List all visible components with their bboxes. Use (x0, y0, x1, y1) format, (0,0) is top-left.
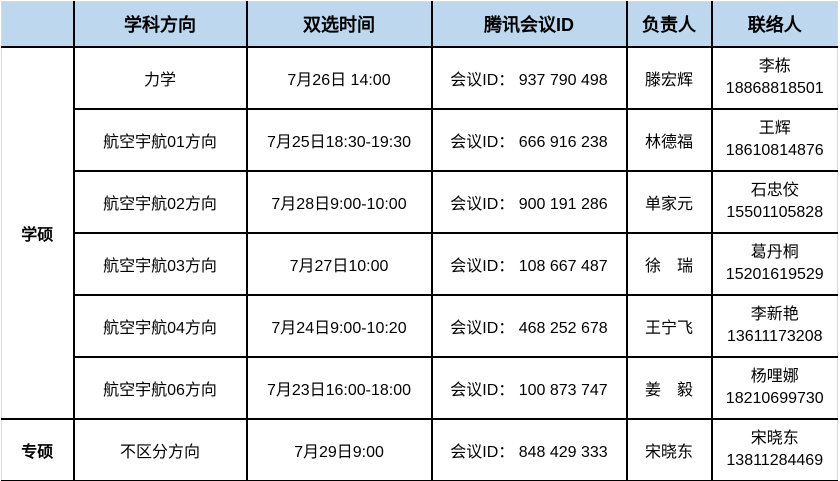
table-row: 航空宇航03方向 7月27日10:00 会议ID： 108 667 487 徐 … (2, 232, 838, 296)
category-cell-academic: 学硕 (1, 46, 75, 420)
lead-cell: 姜 毅 (625, 356, 713, 420)
direction-cell: 不区分方向 (72, 418, 248, 481)
time-cell: 7月23日16:00-18:00 (245, 356, 433, 420)
time-cell: 7月25日18:30-19:30 (245, 108, 433, 172)
contact-phone: 18610814876 (725, 142, 824, 159)
direction-cell: 力学 (72, 46, 248, 110)
meeting-id-cell: 会议ID： 468 252 678 (430, 294, 628, 358)
contact-cell: 石忠佼 15501105828 (710, 170, 838, 234)
meeting-id-cell: 会议ID： 937 790 498 (430, 46, 628, 110)
header-time: 双选时间 (245, 1, 433, 48)
time-cell: 7月26日 14:00 (245, 46, 433, 110)
contact-name: 葛丹桐 (750, 244, 799, 261)
contact-cell: 宋晓东 13811284469 (710, 418, 838, 481)
contact-cell: 杨哩娜 18210699730 (710, 356, 838, 420)
header-lead: 负责人 (625, 1, 713, 48)
contact-phone: 15201619529 (725, 266, 824, 283)
contact-name: 杨哩娜 (750, 368, 799, 385)
time-cell: 7月28日9:00-10:00 (245, 170, 433, 234)
contact-name: 李新艳 (750, 306, 799, 323)
contact-cell: 王辉 18610814876 (710, 108, 838, 172)
contact-cell: 李新艳 13611173208 (710, 294, 838, 358)
meeting-id-cell: 会议ID： 108 667 487 (430, 232, 628, 296)
contact-name: 宋晓东 (750, 430, 799, 447)
contact-phone: 13811284469 (726, 452, 824, 469)
contact-name: 李栋 (758, 58, 791, 75)
direction-cell: 航空宇航01方向 (72, 108, 248, 172)
contact-phone: 18868818501 (725, 80, 824, 97)
lead-cell: 林德福 (625, 108, 713, 172)
meeting-id-cell: 会议ID： 848 429 333 (430, 418, 628, 481)
time-cell: 7月29日9:00 (245, 418, 433, 481)
table-row: 航空宇航06方向 7月23日16:00-18:00 会议ID： 100 873 … (2, 356, 838, 420)
direction-cell: 航空宇航02方向 (72, 170, 248, 234)
meeting-id-cell: 会议ID： 666 916 238 (430, 108, 628, 172)
lead-cell: 单家元 (625, 170, 713, 234)
contact-name: 石忠佼 (750, 182, 799, 199)
table-row: 航空宇航01方向 7月25日18:30-19:30 会议ID： 666 916 … (2, 108, 838, 172)
meeting-id-cell: 会议ID： 100 873 747 (430, 356, 628, 420)
table-row: 航空宇航04方向 7月24日9:00-10:20 会议ID： 468 252 6… (2, 294, 838, 358)
contact-name: 王辉 (758, 120, 791, 137)
header-meeting-id: 腾讯会议ID (430, 1, 628, 48)
contact-phone: 13611173208 (726, 328, 823, 345)
header-row: 学科方向 双选时间 腾讯会议ID 负责人 联络人 (1, 1, 838, 48)
lead-cell: 宋晓东 (625, 418, 713, 481)
time-cell: 7月24日9:00-10:20 (245, 294, 433, 358)
meeting-id-cell: 会议ID： 900 191 286 (430, 170, 628, 234)
contact-cell: 葛丹桐 15201619529 (710, 232, 838, 296)
category-cell-professional: 专硕 (1, 418, 75, 481)
table-row: 专硕 不区分方向 7月29日9:00 会议ID： 848 429 333 宋晓东… (1, 418, 838, 481)
header-category (1, 1, 75, 48)
table-row: 学硕 力学 7月26日 14:00 会议ID： 937 790 498 滕宏辉 … (1, 46, 838, 420)
lead-cell: 王宁飞 (625, 294, 713, 358)
lead-cell: 徐 瑞 (625, 232, 713, 296)
table-row: 航空宇航02方向 7月28日9:00-10:00 会议ID： 900 191 2… (2, 170, 838, 234)
time-cell: 7月27日10:00 (245, 232, 433, 296)
contact-phone: 15501105828 (726, 204, 824, 221)
header-contact: 联络人 (710, 1, 838, 48)
lead-cell: 滕宏辉 (625, 46, 713, 110)
direction-cell: 航空宇航06方向 (72, 356, 248, 420)
direction-cell: 航空宇航03方向 (72, 232, 248, 296)
contact-cell: 李栋 18868818501 (710, 46, 838, 110)
contact-phone: 18210699730 (725, 390, 824, 407)
header-direction: 学科方向 (72, 1, 248, 48)
direction-cell: 航空宇航04方向 (72, 294, 248, 358)
